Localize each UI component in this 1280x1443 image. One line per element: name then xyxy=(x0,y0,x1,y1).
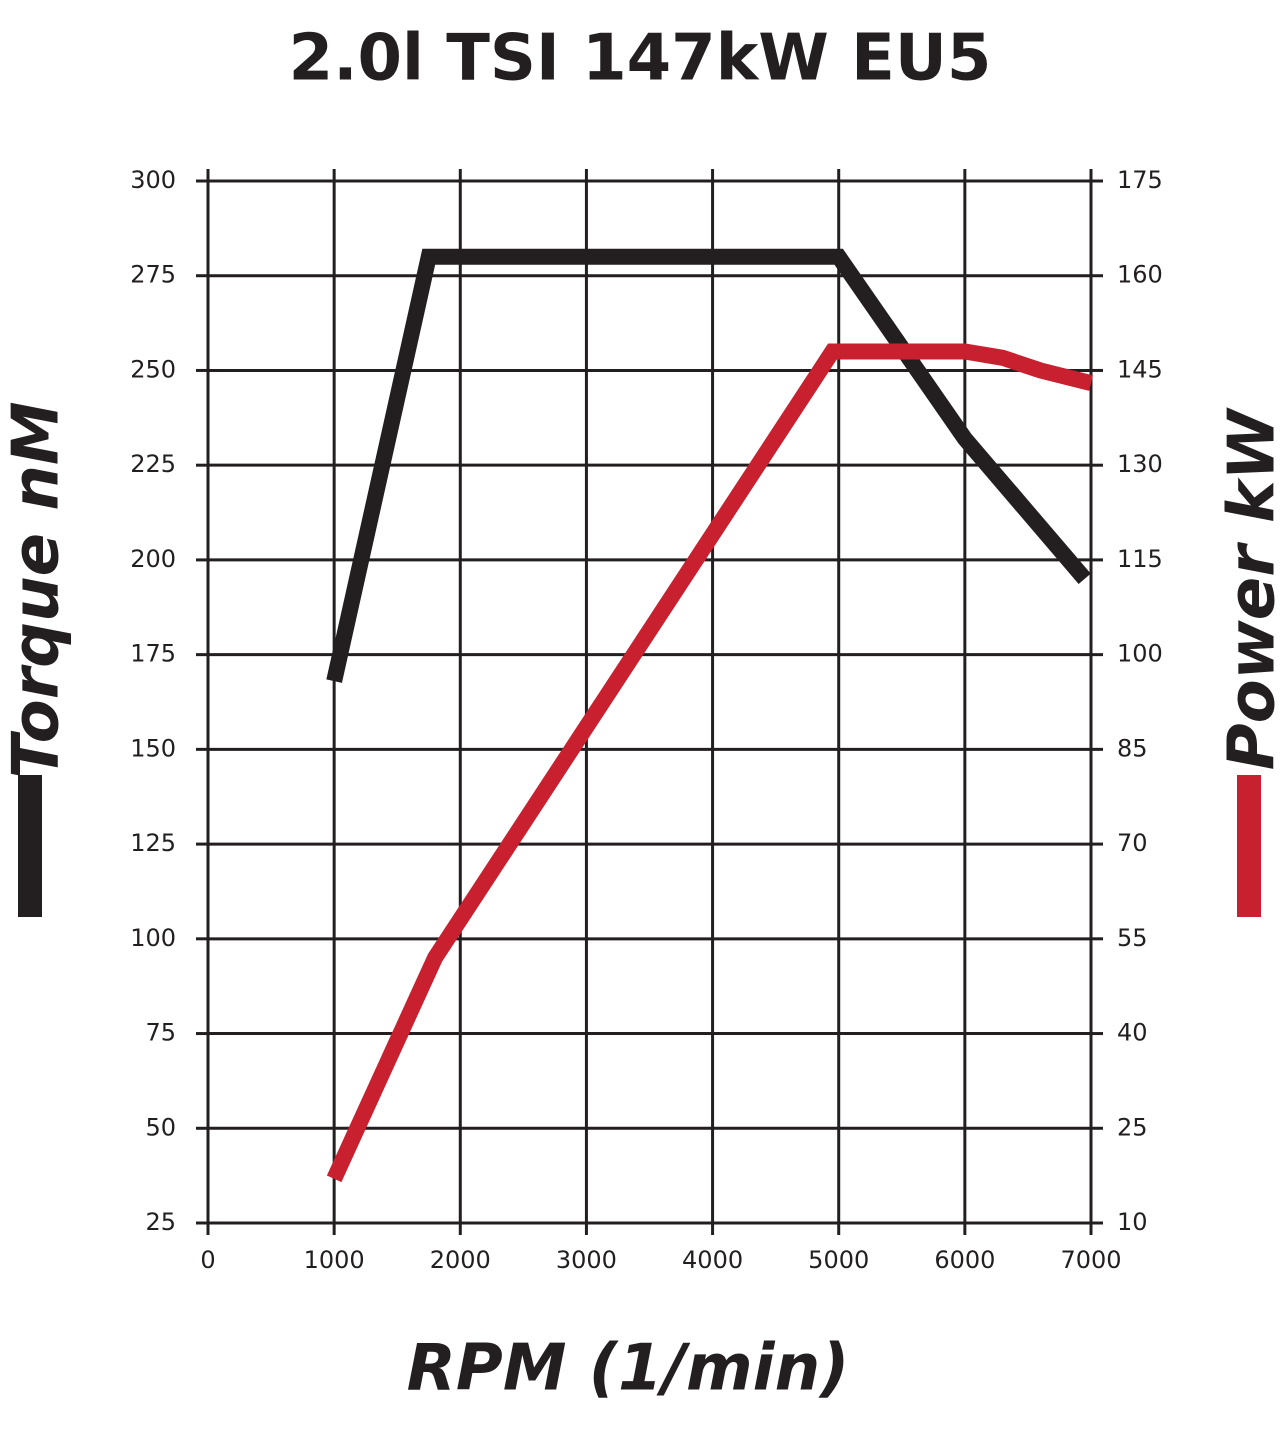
y2-axis-title: Power kW xyxy=(1216,406,1280,770)
y2-tick-label: 85 xyxy=(1117,734,1148,762)
y-tick-label: 250 xyxy=(130,355,176,383)
y2-tick-label: 115 xyxy=(1117,545,1163,573)
y-tick-label: 300 xyxy=(130,166,176,194)
y2-tick-label: 130 xyxy=(1117,450,1163,478)
x-tick-label: 5000 xyxy=(808,1246,869,1274)
y2-tick-label: 40 xyxy=(1117,1019,1148,1047)
x-tick-label: 0 xyxy=(200,1246,215,1274)
series-line xyxy=(326,343,1093,1183)
y2-tick-label: 70 xyxy=(1117,829,1148,857)
y2-tick-label: 100 xyxy=(1117,640,1163,668)
y-tick-label: 100 xyxy=(130,924,176,952)
x-tick-label: 3000 xyxy=(556,1246,617,1274)
y-tick-label: 125 xyxy=(130,829,176,857)
y-tick-label: 225 xyxy=(130,450,176,478)
y-axis-title: Torque nM xyxy=(0,401,74,778)
y2-tick-label: 160 xyxy=(1117,261,1163,289)
legend-swatch xyxy=(1237,775,1261,917)
x-tick-label: 2000 xyxy=(430,1246,491,1274)
y-tick-label: 175 xyxy=(130,640,176,668)
legend-swatch xyxy=(18,775,42,917)
x-axis-title: RPM (1/min) xyxy=(407,1332,850,1406)
y-tick-label: 75 xyxy=(145,1019,176,1047)
y-tick-label: 150 xyxy=(130,734,176,762)
y2-tick-label: 10 xyxy=(1117,1208,1148,1236)
y-tick-label: 25 xyxy=(145,1208,176,1236)
x-tick-label: 6000 xyxy=(934,1246,995,1274)
y2-tick-label: 25 xyxy=(1117,1113,1148,1141)
y2-tick-label: 55 xyxy=(1117,924,1148,952)
y2-tick-label: 175 xyxy=(1117,166,1163,194)
y-tick-label: 200 xyxy=(130,545,176,573)
x-tick-label: 4000 xyxy=(682,1246,743,1274)
x-tick-label: 7000 xyxy=(1060,1246,1121,1274)
y-tick-label: 50 xyxy=(145,1113,176,1141)
x-tick-label: 1000 xyxy=(304,1246,365,1274)
y-tick-label: 275 xyxy=(130,261,176,289)
chart-title: 2.0l TSI 147kW EU5 xyxy=(289,22,992,96)
series-line xyxy=(326,248,1091,683)
y2-tick-label: 145 xyxy=(1117,355,1163,383)
